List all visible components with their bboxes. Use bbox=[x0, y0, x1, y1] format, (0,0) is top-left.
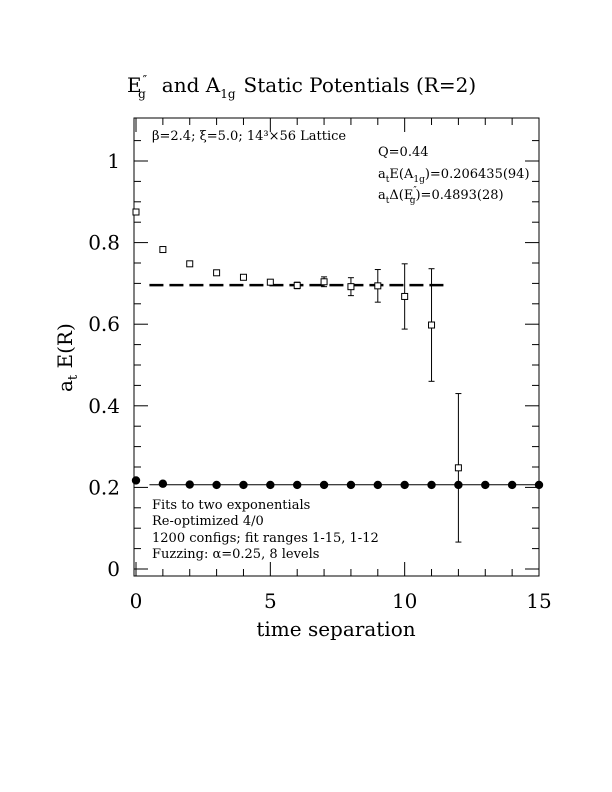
data-point-circle bbox=[212, 480, 221, 490]
annotation-fits: Fits to two exponentials bbox=[152, 498, 310, 513]
data-point-circle bbox=[400, 480, 409, 490]
data-point-square bbox=[374, 282, 382, 290]
data-point-square bbox=[159, 246, 167, 254]
data-point-square bbox=[239, 273, 247, 281]
data-point-circle bbox=[266, 480, 275, 490]
x-axis-label: time separation bbox=[256, 617, 415, 641]
plot-frame bbox=[133, 117, 540, 577]
data-point-circle bbox=[319, 480, 329, 490]
x-tick-label: 15 bbox=[526, 589, 551, 613]
data-point-circle bbox=[293, 480, 302, 490]
x-tick-label: 5 bbox=[264, 589, 277, 613]
annotation-q: Q=0.44 bbox=[378, 145, 429, 160]
data-point-circle bbox=[481, 480, 490, 490]
data-point-circle bbox=[131, 476, 141, 485]
annotation-lattice: β=2.4; ξ=5.0; 14³×56 Lattice bbox=[152, 129, 346, 144]
data-point-circle bbox=[454, 480, 463, 490]
data-point-square bbox=[186, 260, 194, 268]
data-point-square bbox=[213, 269, 221, 277]
data-point-circle bbox=[507, 480, 517, 490]
data-point-square bbox=[293, 281, 301, 289]
data-point-square bbox=[347, 283, 355, 291]
data-point-square bbox=[132, 208, 140, 216]
chart-title: E″ g and A1g Static Potentials (R=2) bbox=[127, 73, 476, 101]
data-point-circle bbox=[346, 480, 356, 490]
data-points bbox=[131, 208, 544, 490]
data-point-square bbox=[266, 278, 274, 286]
y-tick-label: 0.2 bbox=[88, 475, 120, 499]
axis-ticks bbox=[134, 118, 540, 576]
y-tick-label: 0.4 bbox=[88, 394, 120, 418]
data-point-circle bbox=[158, 479, 168, 488]
annotation-fuzzing: Fuzzing: α=0.25, 8 levels bbox=[152, 547, 319, 562]
y-tick-label: 0 bbox=[107, 557, 120, 581]
data-point-square bbox=[454, 464, 462, 472]
annotation-e-a1g: atE(A1g)=0.206435(94) bbox=[378, 167, 530, 185]
error-bars bbox=[294, 263, 462, 543]
data-point-circle bbox=[373, 480, 382, 490]
y-tick-label: 0.6 bbox=[88, 312, 120, 336]
axis-tick-labels: 0 5 10 15 0 0.2 0.4 0.6 0.8 1 bbox=[88, 149, 552, 613]
fit-lines bbox=[149, 283, 539, 486]
annotation-reoptimized: Re-optimized 4/0 bbox=[152, 514, 264, 529]
x-tick-label: 0 bbox=[130, 589, 143, 613]
data-point-circle bbox=[534, 480, 544, 490]
data-point-square bbox=[401, 292, 409, 300]
data-point-circle bbox=[239, 480, 248, 490]
annotation-configs: 1200 configs; fit ranges 1-15, 1-12 bbox=[152, 531, 379, 546]
y-tick-label: 1 bbox=[107, 149, 120, 173]
data-point-square bbox=[428, 321, 436, 329]
x-tick-label: 10 bbox=[392, 589, 417, 613]
data-point-square bbox=[320, 278, 328, 286]
y-tick-label: 0.8 bbox=[88, 231, 120, 255]
data-point-circle bbox=[185, 480, 194, 489]
y-axis-label: at E(R) bbox=[53, 323, 81, 392]
annotation-de-eg: atΔ(E″ g)=0.4893(28) bbox=[378, 186, 504, 206]
data-point-circle bbox=[427, 480, 436, 490]
